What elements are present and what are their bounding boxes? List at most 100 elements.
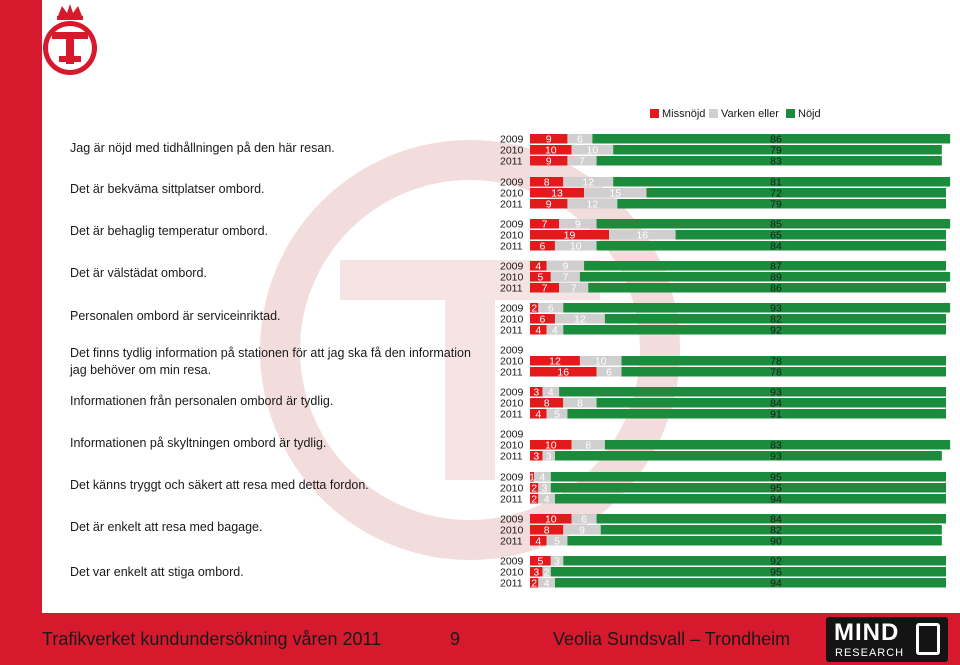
data-label-varken: 16 (636, 229, 648, 241)
bar-segment-missnojd (530, 177, 564, 187)
year-label: 2011 (500, 409, 523, 421)
bar-segment-missnojd (530, 440, 572, 450)
bar-segment-varken (563, 177, 614, 187)
bar-segment-nojd (604, 440, 951, 450)
year-label: 2010 (500, 145, 524, 157)
data-label-missnojd: 8 (544, 176, 550, 188)
year-label: 2011 (500, 451, 523, 463)
year-label: 2009 (500, 345, 524, 357)
bar-segment-nojd (596, 156, 942, 166)
data-label-missnojd: 2 (531, 302, 537, 314)
bar-segment-nojd (596, 398, 946, 408)
data-label-nojd: 78 (770, 366, 782, 378)
bar-segment-missnojd (530, 472, 535, 482)
bar-segment-nojd (675, 230, 946, 240)
data-label-varken: 9 (562, 260, 568, 272)
data-label-missnojd: 9 (546, 133, 552, 145)
data-label-missnojd: 10 (545, 439, 557, 451)
bar-segment-nojd (559, 387, 946, 397)
data-label-varken: 5 (554, 408, 560, 420)
data-label-nojd: 82 (770, 524, 782, 536)
year-label: 2010 (500, 398, 524, 410)
data-label-nojd: 83 (770, 439, 782, 451)
bar-segment-nojd (604, 314, 946, 324)
year-label: 2009 (500, 387, 524, 399)
year-label: 2010 (500, 483, 524, 495)
year-label: 2010 (500, 567, 524, 579)
bar-segment-nojd (550, 472, 946, 482)
data-label-nojd: 84 (770, 397, 782, 409)
year-label: 2009 (500, 556, 524, 568)
bar-segment-varken (550, 556, 564, 566)
bar-segment-varken (534, 472, 551, 482)
bar-segment-varken (554, 241, 597, 251)
bar-segment-nojd (596, 219, 951, 229)
data-label-varken: 4 (548, 386, 554, 398)
bar-segment-nojd (579, 272, 951, 282)
data-label-missnojd: 3 (533, 386, 539, 398)
data-label-varken: 12 (582, 176, 594, 188)
bar-segment-varken (559, 283, 589, 293)
bar-segment-varken (542, 387, 560, 397)
year-label: 2010 (500, 356, 524, 368)
data-label-nojd: 95 (770, 482, 782, 494)
bar-segment-missnojd (530, 314, 555, 324)
data-label-nojd: 82 (770, 313, 782, 325)
data-label-missnojd: 13 (551, 187, 563, 199)
data-label-missnojd: 4 (535, 535, 541, 547)
data-label-varken: 7 (571, 282, 577, 294)
data-label-missnojd: 2 (531, 577, 537, 589)
data-label-nojd: 92 (770, 324, 782, 336)
bar-segment-missnojd (530, 483, 539, 493)
bar-segment-missnojd (530, 188, 585, 198)
bar-segment-varken (538, 483, 551, 493)
bar-segment-varken (546, 536, 568, 546)
data-label-varken: 9 (579, 524, 585, 536)
data-label-nojd: 89 (770, 271, 782, 283)
page-number: 9 (450, 629, 461, 649)
data-label-missnojd: 2 (531, 482, 537, 494)
data-label-missnojd: 8 (544, 524, 550, 536)
data-label-varken: 7 (562, 271, 568, 283)
bar-segment-nojd (596, 241, 946, 251)
footer-bar (0, 613, 960, 665)
mind-logo-mark-icon (916, 623, 940, 655)
data-label-nojd: 90 (770, 535, 782, 547)
bar-segment-missnojd (530, 387, 543, 397)
data-label-nojd: 91 (770, 408, 782, 420)
data-label-nojd: 92 (770, 555, 782, 567)
year-label: 2009 (500, 472, 524, 484)
data-label-nojd: 78 (770, 355, 782, 367)
data-label-missnojd: 4 (535, 324, 541, 336)
data-label-missnojd: 16 (557, 366, 569, 378)
data-label-missnojd: 6 (540, 240, 546, 252)
bar-segment-missnojd (530, 199, 568, 209)
data-label-varken: 10 (595, 355, 607, 367)
year-label: 2011 (500, 367, 523, 379)
question-label: Jag är nöjd med tidhållningen på den här… (70, 141, 335, 155)
year-label: 2009 (500, 261, 524, 273)
bar-segment-nojd (567, 409, 946, 419)
data-label-nojd: 95 (770, 566, 782, 578)
bar-segment-varken (571, 440, 605, 450)
bar-segment-varken (571, 145, 614, 155)
bar-segment-missnojd (530, 261, 547, 271)
data-label-nojd: 87 (770, 260, 782, 272)
legend-item-varken-eller: Varken eller (709, 108, 779, 120)
question-label: Personalen ombord är serviceinriktad. (70, 309, 281, 323)
data-label-varken: 2 (544, 566, 550, 578)
data-label-varken: 3 (542, 482, 548, 494)
bar-segment-nojd (554, 578, 946, 588)
bar-segment-nojd (584, 261, 946, 271)
bar-segment-varken (596, 367, 622, 377)
bar-segment-missnojd (530, 578, 539, 588)
year-label: 2011 (500, 536, 523, 548)
bar-segment-nojd (621, 367, 946, 377)
bar-segment-nojd (646, 188, 946, 198)
year-label: 2011 (500, 578, 523, 590)
year-label: 2011 (500, 283, 523, 295)
data-label-missnojd: 7 (542, 282, 548, 294)
mind-logo-sub: RESEARCH (835, 647, 905, 659)
data-label-missnojd: 2 (531, 493, 537, 505)
bar-segment-missnojd (530, 514, 572, 524)
